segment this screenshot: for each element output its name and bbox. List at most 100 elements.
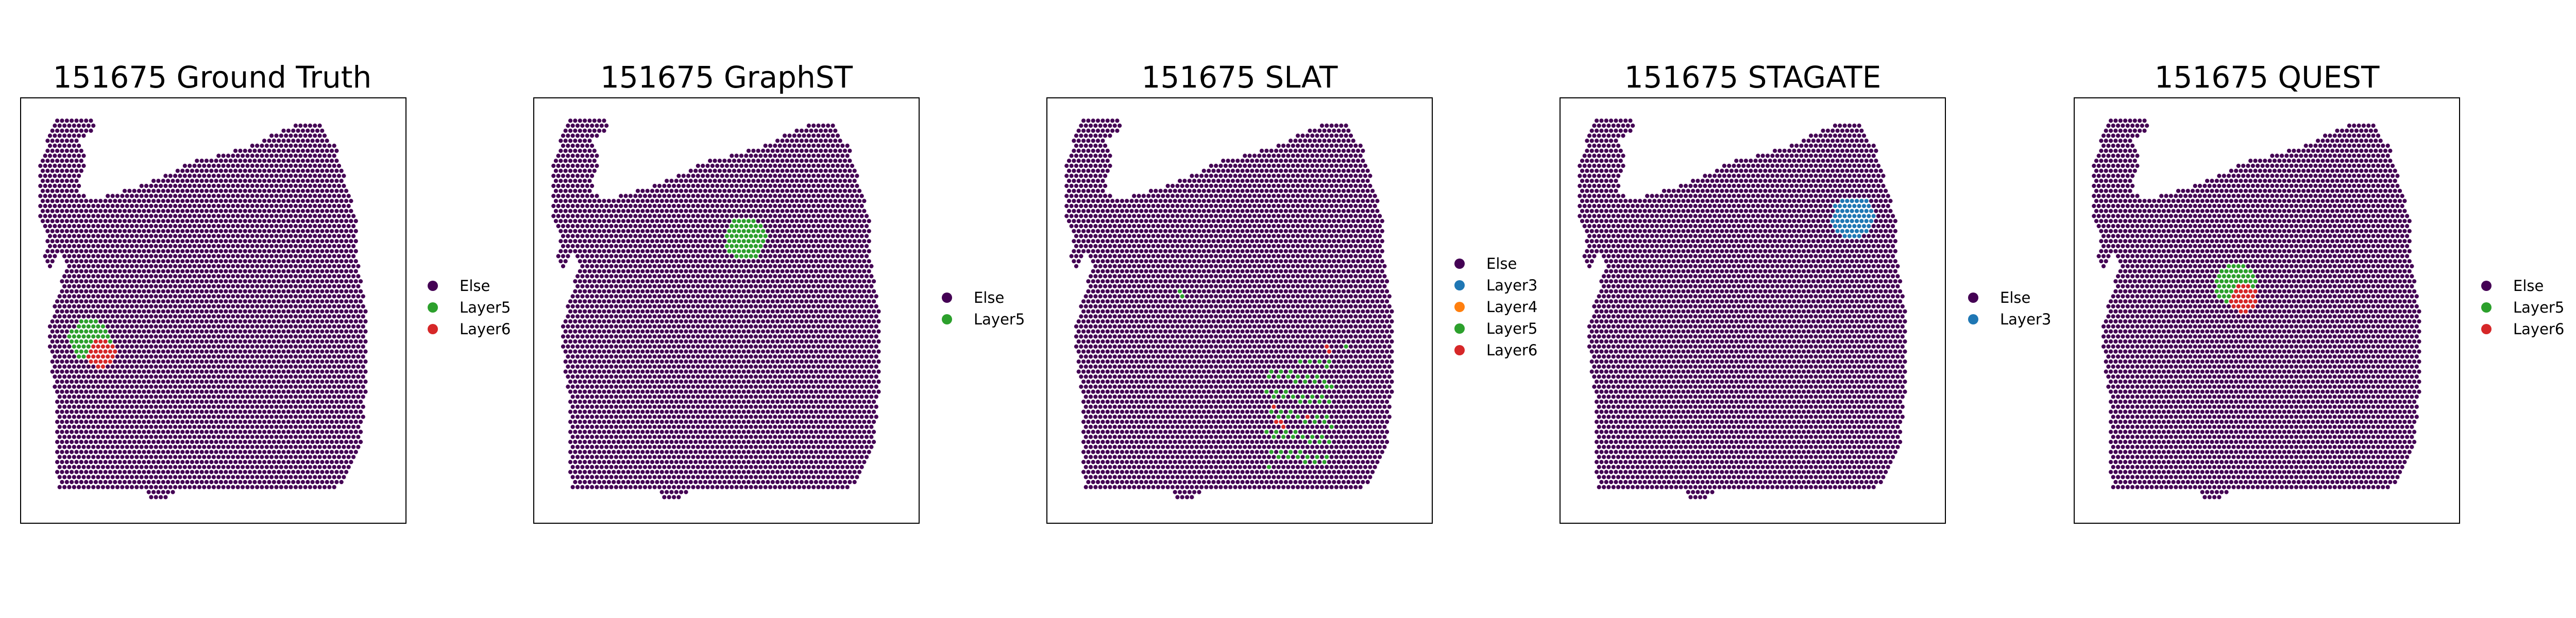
spot-else bbox=[170, 268, 176, 274]
spot-else bbox=[57, 344, 62, 349]
spot-else bbox=[300, 479, 306, 485]
spot-else bbox=[139, 404, 144, 409]
spot-else bbox=[163, 283, 168, 289]
spot-else bbox=[95, 444, 101, 450]
spot-else bbox=[180, 279, 185, 284]
spot-else bbox=[281, 218, 286, 224]
spot-else bbox=[81, 464, 87, 470]
spot-else bbox=[170, 439, 176, 445]
spot-else bbox=[136, 329, 142, 334]
spot-else bbox=[302, 223, 308, 229]
spot-else bbox=[163, 374, 168, 380]
spot-else bbox=[225, 454, 231, 460]
spot-else bbox=[283, 484, 289, 490]
spot-else bbox=[262, 399, 267, 405]
spot-else bbox=[307, 243, 313, 249]
spot-else bbox=[291, 439, 296, 445]
spot-else bbox=[127, 469, 132, 475]
spot-else bbox=[59, 459, 65, 465]
spot-else bbox=[245, 434, 250, 440]
spot-else bbox=[206, 283, 212, 289]
spot-else bbox=[112, 409, 118, 415]
spot-else bbox=[705, 173, 710, 179]
spot-else bbox=[235, 434, 241, 440]
spot-else bbox=[139, 454, 144, 460]
spot-else bbox=[129, 384, 135, 390]
spot-else bbox=[852, 168, 857, 174]
spot-else bbox=[257, 358, 262, 365]
spot-else bbox=[269, 314, 275, 319]
spot-else bbox=[170, 178, 176, 184]
spot-else bbox=[151, 279, 157, 284]
spot-else bbox=[310, 349, 315, 354]
spot-else bbox=[321, 404, 328, 409]
spot-else bbox=[840, 183, 845, 189]
spot-else bbox=[86, 294, 91, 299]
spot-else bbox=[238, 358, 243, 365]
spot-else bbox=[266, 439, 272, 445]
spot-else bbox=[341, 454, 347, 460]
spot-else bbox=[327, 464, 332, 470]
spot-else bbox=[177, 233, 183, 239]
spot-else bbox=[363, 389, 368, 394]
spot-else bbox=[745, 148, 752, 153]
spot-else bbox=[242, 339, 248, 345]
spot-else bbox=[262, 319, 267, 324]
spot-else bbox=[199, 399, 205, 405]
spot-else bbox=[302, 444, 308, 450]
spot-else bbox=[156, 198, 161, 204]
spot-else bbox=[187, 323, 193, 329]
spot-else bbox=[110, 384, 115, 390]
spot-else bbox=[64, 279, 70, 284]
spot-else bbox=[117, 469, 123, 475]
spot-else bbox=[353, 279, 359, 284]
spot-else bbox=[247, 399, 253, 405]
spot-else bbox=[245, 163, 250, 169]
spot-else bbox=[100, 213, 106, 219]
spot-else bbox=[156, 339, 161, 345]
spot-else bbox=[331, 384, 337, 390]
spot-else bbox=[669, 188, 674, 194]
spot-else bbox=[283, 404, 289, 409]
spot-else bbox=[707, 168, 713, 174]
spot-else bbox=[264, 233, 269, 239]
spot-else bbox=[100, 414, 106, 420]
spot-else bbox=[204, 389, 209, 394]
spot-else bbox=[105, 454, 111, 460]
spot-else bbox=[820, 153, 826, 159]
spot-else bbox=[285, 339, 292, 345]
spot-else bbox=[582, 178, 588, 184]
spot-else bbox=[143, 384, 149, 390]
spot-else bbox=[274, 404, 279, 409]
spot-else bbox=[175, 238, 180, 244]
spot-else bbox=[112, 288, 118, 294]
spot-else bbox=[83, 128, 89, 133]
spot-else bbox=[177, 454, 183, 460]
spot-else bbox=[734, 183, 739, 189]
spot-else bbox=[163, 364, 168, 370]
spot-else bbox=[673, 178, 679, 184]
spot-else bbox=[165, 208, 171, 214]
spot-else bbox=[338, 279, 344, 284]
spot-else bbox=[300, 198, 306, 204]
spot-else bbox=[216, 323, 222, 329]
spot-else bbox=[62, 404, 67, 409]
spot-else bbox=[148, 474, 154, 480]
spot-else bbox=[285, 279, 292, 284]
spot-else bbox=[117, 389, 123, 394]
spot-else bbox=[88, 429, 94, 435]
spot-else bbox=[847, 198, 853, 204]
spot-else bbox=[143, 213, 149, 219]
spot-else bbox=[276, 168, 282, 174]
spot-else bbox=[196, 394, 202, 400]
spot-else bbox=[274, 434, 279, 440]
spot-else bbox=[302, 213, 308, 219]
spot-else bbox=[355, 344, 361, 349]
spot-else bbox=[105, 193, 111, 199]
spot-else bbox=[167, 444, 173, 450]
spot-else bbox=[266, 469, 272, 475]
spot-else bbox=[55, 339, 60, 345]
spot-else bbox=[201, 444, 207, 450]
spot-else bbox=[321, 384, 328, 390]
spot-else bbox=[160, 329, 166, 334]
